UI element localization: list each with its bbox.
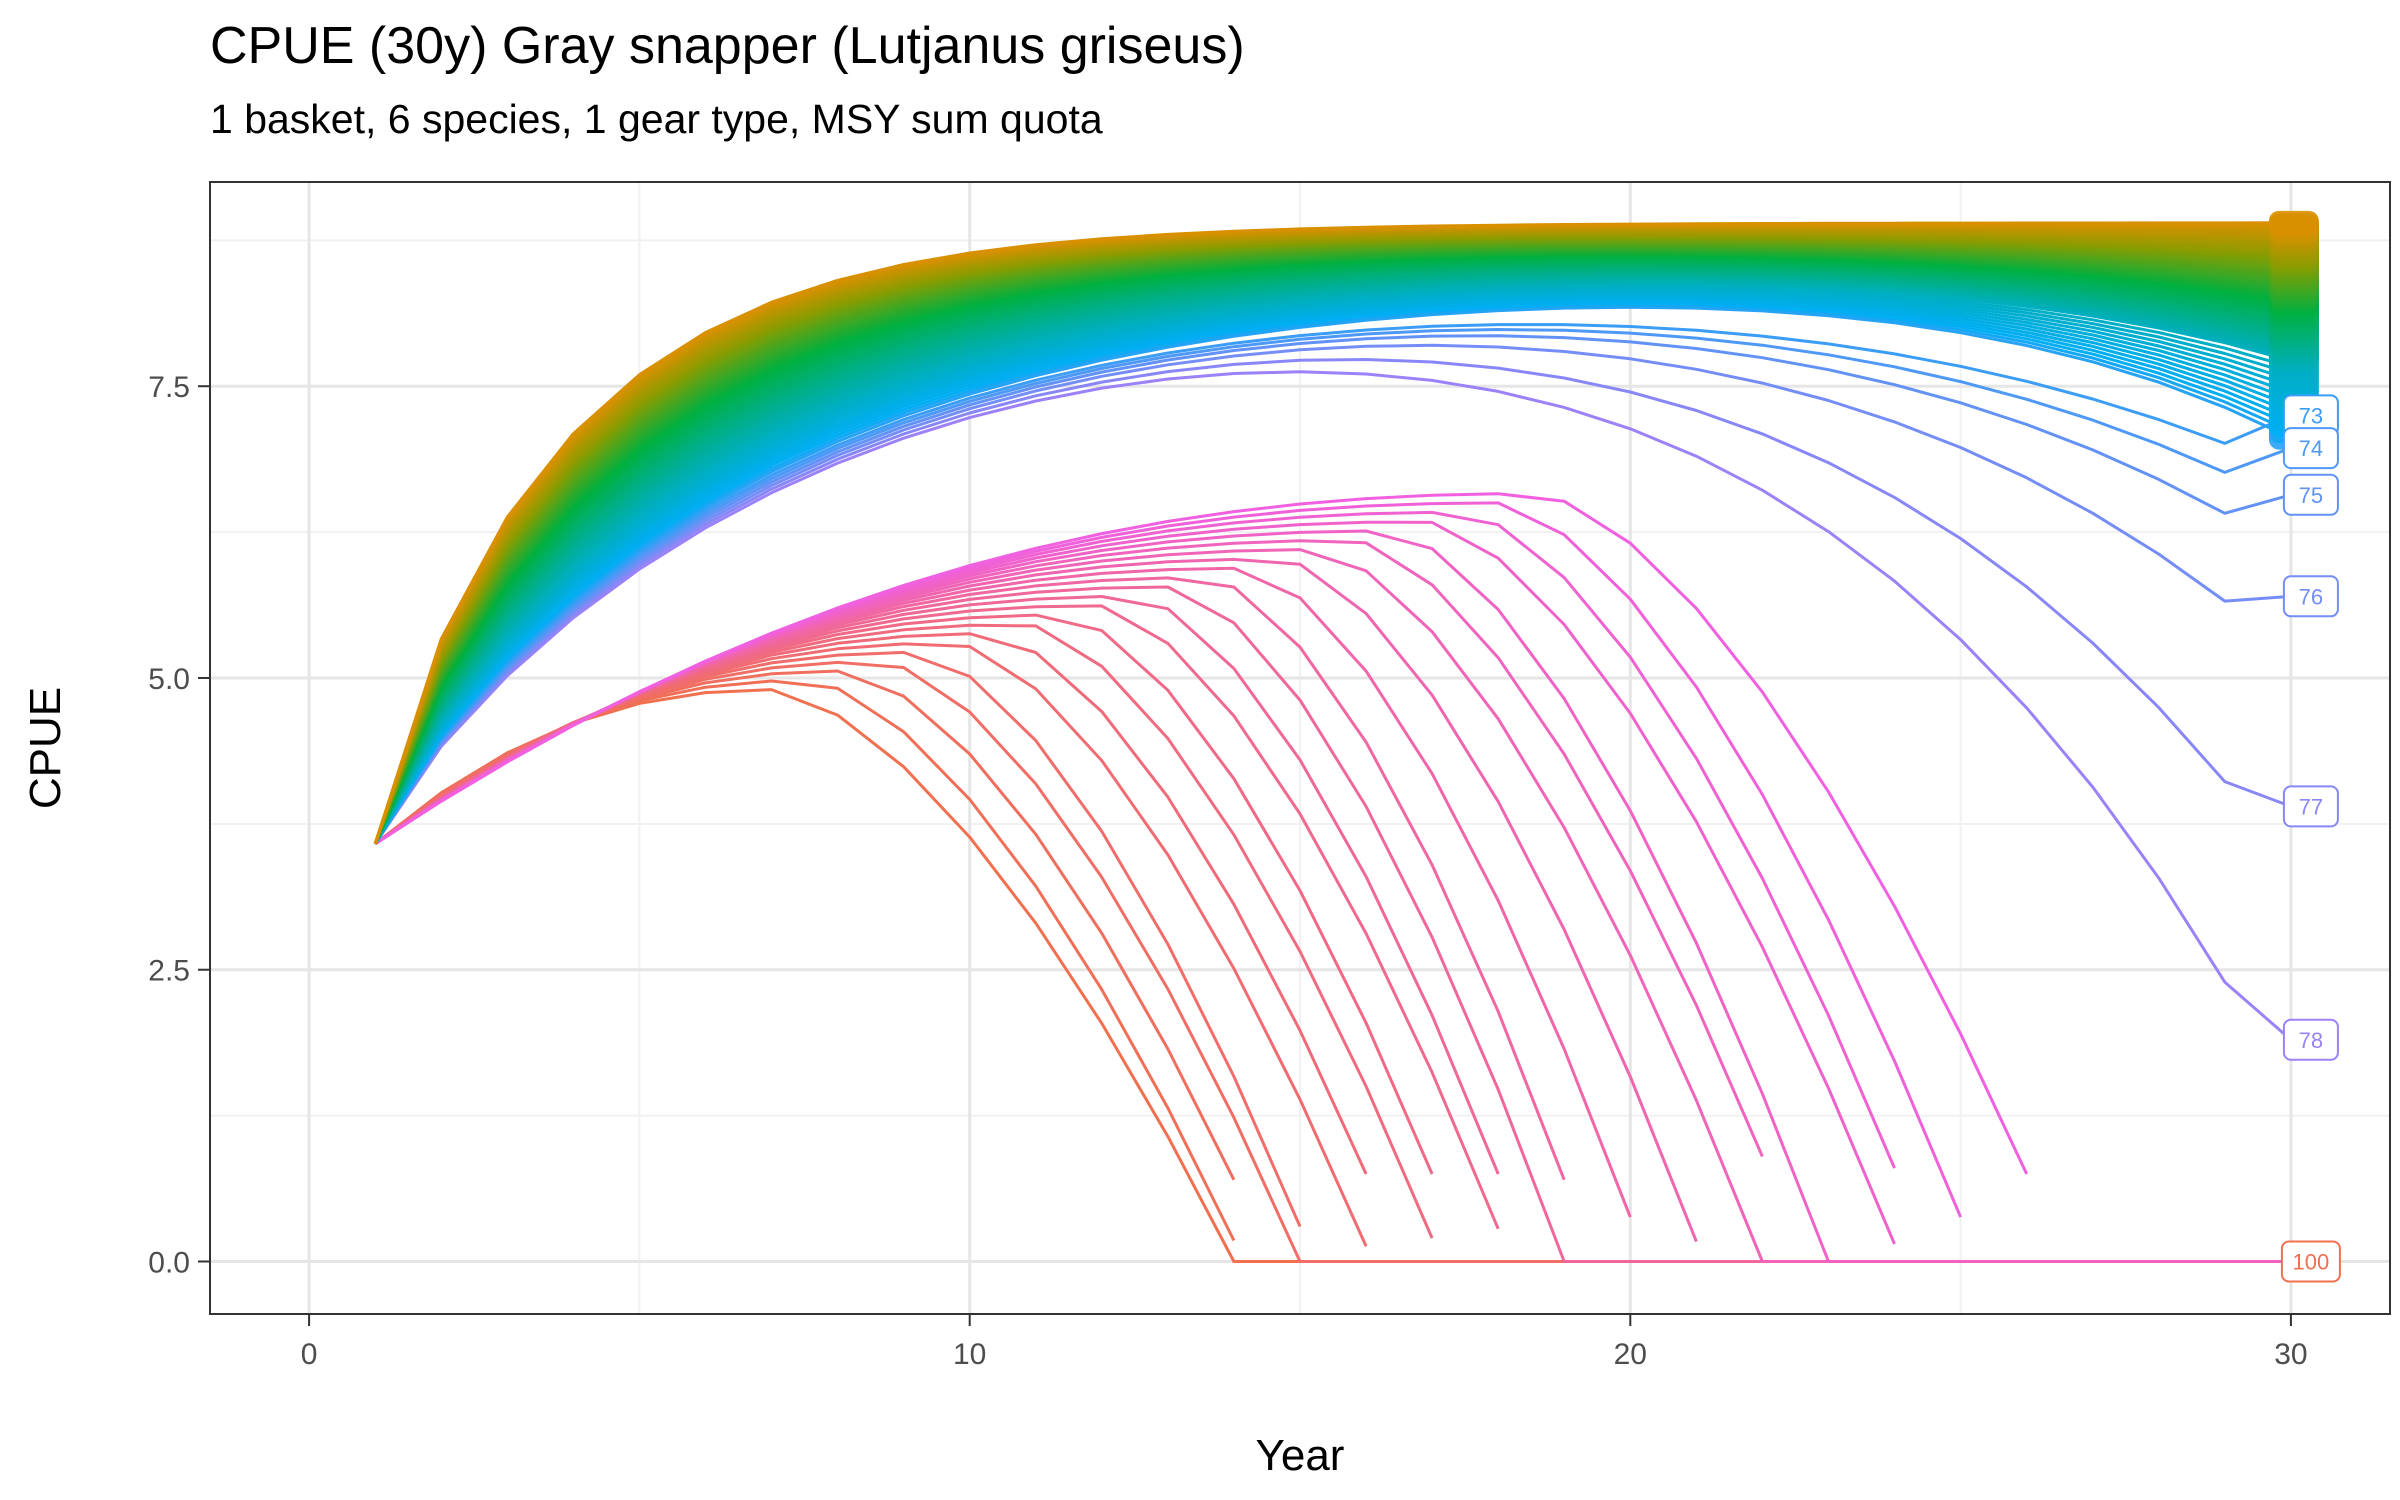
series-line-72 — [373, 305, 2292, 845]
end-label-box-74 — [2282, 427, 2339, 470]
series-lines — [373, 221, 2292, 1263]
end-markers — [2268, 210, 2319, 450]
series-line-66 — [373, 294, 2292, 845]
end-label-box-78 — [2282, 1018, 2339, 1061]
series-line-65 — [373, 292, 2292, 845]
plot-border — [209, 181, 2391, 1315]
x-tick-label: 10 — [953, 1338, 986, 1371]
series-line-74 — [373, 328, 2292, 845]
end-label-78: 78 — [2299, 1028, 2323, 1053]
series-line-75 — [373, 334, 2292, 845]
series-line-1 — [373, 221, 2291, 845]
y-tick-label: 7.5 — [148, 371, 190, 404]
end-label-74: 74 — [2299, 436, 2323, 461]
end-labels: 73 74 75 76 77 78 100 — [2280, 394, 2341, 1283]
series-line-73 — [373, 323, 2292, 845]
chart-title: CPUE (30y) Gray snapper (Lutjanus griseu… — [210, 17, 1245, 75]
series-line-61 — [373, 285, 2292, 845]
series-line-71 — [373, 303, 2292, 845]
y-tick-label: 5.0 — [148, 663, 190, 696]
end-label-box-76 — [2282, 575, 2339, 618]
end-label-100: 100 — [2293, 1249, 2330, 1274]
series-line-67 — [373, 295, 2292, 845]
end-label-box-77 — [2282, 785, 2339, 828]
x-tick-label: 0 — [301, 1338, 318, 1371]
y-tick-label: 0.0 — [148, 1246, 190, 1279]
series-line-78 — [373, 370, 2292, 1041]
x-axis-title: Year — [1256, 1431, 1345, 1480]
x-tick-label: 20 — [1614, 1338, 1647, 1371]
series-line-76 — [373, 343, 2292, 845]
end-label-76: 76 — [2299, 584, 2323, 609]
series-line-79 — [374, 492, 2029, 1175]
series-line-77 — [373, 358, 2292, 845]
y-tick-label: 2.5 — [148, 955, 190, 988]
series-line-69 — [373, 299, 2292, 845]
end-marker-1 — [2268, 210, 2319, 235]
x-tick-label: 30 — [2274, 1338, 2307, 1371]
axes: 0 10 20 30 0.0 2.5 5.0 7.5 — [148, 371, 2307, 1371]
series-line-70 — [373, 301, 2292, 845]
series-line-64 — [373, 290, 2292, 845]
chart-subtitle: 1 basket, 6 species, 1 gear type, MSY su… — [210, 96, 1103, 142]
end-label-box-75 — [2282, 473, 2339, 516]
series-line-68 — [373, 297, 2292, 845]
end-label-75: 75 — [2299, 483, 2323, 508]
series-line-63 — [373, 288, 2292, 845]
series-line-62 — [373, 286, 2292, 845]
end-label-73: 73 — [2299, 403, 2323, 428]
y-axis-title: CPUE — [21, 687, 70, 809]
end-label-box-100 — [2280, 1240, 2341, 1283]
end-label-77: 77 — [2299, 794, 2323, 819]
